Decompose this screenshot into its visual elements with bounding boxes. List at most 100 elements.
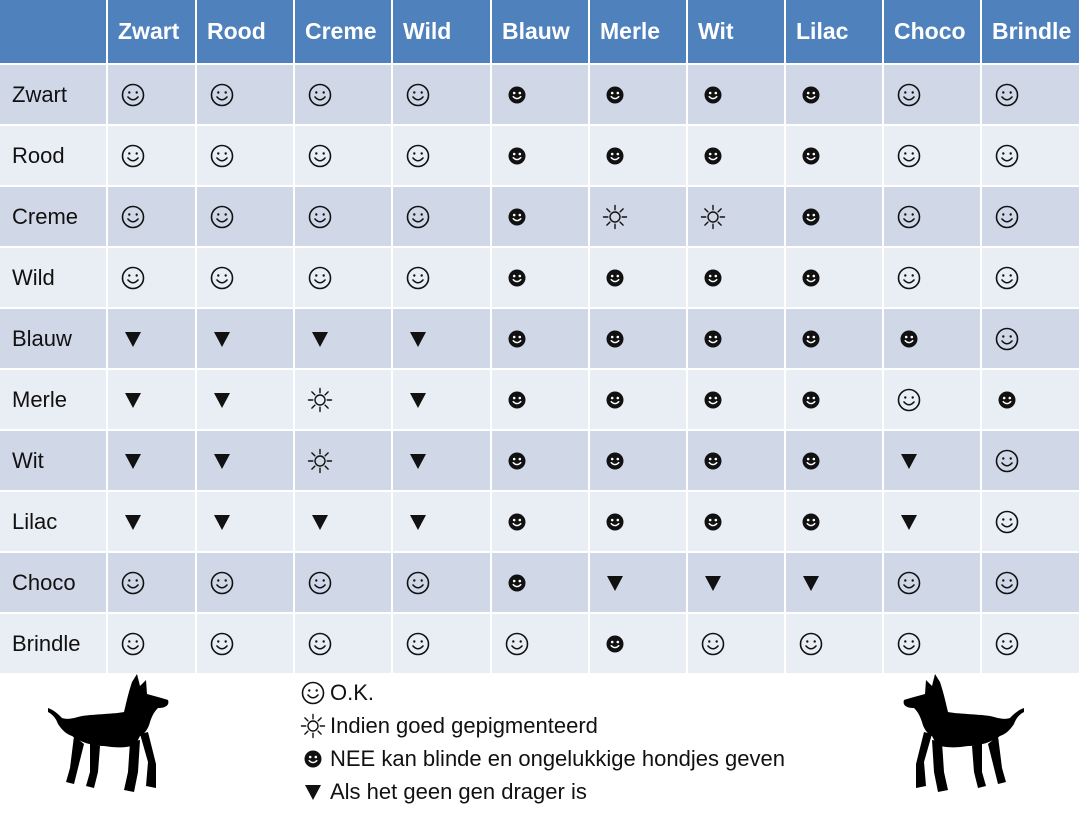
matrix-cell (107, 247, 197, 309)
smiley-filled-icon (602, 448, 628, 474)
smiley-outline-icon (405, 570, 431, 596)
smiley-filled-icon (798, 143, 824, 169)
matrix-cell (294, 491, 393, 553)
matrix-cell (883, 308, 982, 370)
triangle-down-icon (120, 509, 146, 535)
legend-item: O.K. (300, 676, 900, 709)
triangle-down-icon (300, 779, 326, 805)
matrix-cell (589, 247, 688, 309)
smiley-filled-icon (700, 326, 726, 352)
legend-text: Als het geen gen drager is (330, 778, 587, 804)
matrix-cell (392, 64, 492, 126)
smiley-outline-icon (405, 265, 431, 291)
smiley-outline-icon (994, 631, 1020, 657)
matrix-body: Zwart Rood Creme Wild Blauw Merle Wit Lilac Choc… (0, 64, 1080, 675)
legend-text: Indien goed gepigmenteerd (330, 712, 598, 738)
triangle-down-icon (405, 509, 431, 535)
matrix-cell (883, 552, 982, 614)
smiley-filled-icon (504, 82, 530, 108)
matrix-cell (785, 430, 884, 492)
table-row: Creme (0, 186, 1080, 248)
column-header: Wild (392, 0, 492, 65)
matrix-cell (392, 186, 492, 248)
matrix-cell (589, 64, 688, 126)
smiley-outline-icon (209, 631, 235, 657)
matrix-cell (785, 125, 884, 187)
smiley-outline-icon (120, 143, 146, 169)
smiley-outline-icon (896, 204, 922, 230)
matrix-cell (981, 247, 1080, 309)
smiley-outline-icon (209, 143, 235, 169)
smiley-outline-icon (994, 509, 1020, 535)
row-header: Merle (0, 369, 108, 431)
matrix-cell (294, 308, 393, 370)
triangle-down-icon (405, 387, 431, 413)
matrix-cell (589, 186, 688, 248)
matrix-cell (491, 125, 590, 187)
triangle-down-icon (405, 448, 431, 474)
table-row: Wit (0, 430, 1080, 492)
table-row: Zwart (0, 64, 1080, 126)
legend: O.K. Indien goed gepigmenteerd NEE kan bli… (300, 676, 900, 808)
matrix-cell (883, 64, 982, 126)
matrix-cell (196, 64, 295, 126)
matrix-cell (294, 430, 393, 492)
smiley-outline-icon (405, 631, 431, 657)
matrix-cell (392, 247, 492, 309)
matrix-cell (491, 64, 590, 126)
smiley-filled-icon (700, 387, 726, 413)
matrix-cell (981, 552, 1080, 614)
matrix-cell (589, 369, 688, 431)
smiley-outline-icon (209, 204, 235, 230)
smiley-filled-icon (602, 265, 628, 291)
matrix-cell (687, 125, 786, 187)
smiley-filled-icon (602, 631, 628, 657)
smiley-outline-icon (994, 265, 1020, 291)
matrix-cell (785, 308, 884, 370)
smiley-filled-icon (504, 143, 530, 169)
smiley-outline-icon (209, 570, 235, 596)
matrix-cell (883, 430, 982, 492)
triangle-down-icon (896, 509, 922, 535)
smiley-outline-icon (896, 265, 922, 291)
sun-icon (602, 204, 628, 230)
matrix-cell (589, 552, 688, 614)
matrix-cell (981, 430, 1080, 492)
smiley-outline-icon (209, 265, 235, 291)
matrix-cell (107, 369, 197, 431)
sun-icon (307, 448, 333, 474)
matrix-cell (687, 308, 786, 370)
smiley-outline-icon (994, 82, 1020, 108)
matrix-cell (294, 186, 393, 248)
matrix-cell (589, 430, 688, 492)
matrix-cell (196, 552, 295, 614)
smiley-filled-icon (896, 326, 922, 352)
smiley-filled-icon (504, 570, 530, 596)
triangle-down-icon (307, 509, 333, 535)
smiley-filled-icon (700, 448, 726, 474)
sun-icon (700, 204, 726, 230)
smiley-outline-icon (504, 631, 530, 657)
smiley-outline-icon (307, 82, 333, 108)
row-header: Zwart (0, 64, 108, 126)
matrix-cell (785, 247, 884, 309)
matrix-cell (107, 64, 197, 126)
table-row: Blauw (0, 308, 1080, 370)
smiley-outline-icon (120, 265, 146, 291)
matrix-cell (107, 430, 197, 492)
smiley-outline-icon (994, 570, 1020, 596)
matrix-cell (687, 64, 786, 126)
column-header: Brindle (981, 0, 1080, 65)
smiley-outline-icon (120, 82, 146, 108)
smiley-outline-icon (307, 265, 333, 291)
smiley-outline-icon (405, 82, 431, 108)
row-header: Wild (0, 247, 108, 309)
matrix-cell (687, 430, 786, 492)
table-row: Choco (0, 552, 1080, 614)
matrix-cell (981, 125, 1080, 187)
smiley-outline-icon (896, 631, 922, 657)
matrix-cell (589, 308, 688, 370)
smiley-outline-icon (896, 570, 922, 596)
smiley-filled-icon (700, 143, 726, 169)
